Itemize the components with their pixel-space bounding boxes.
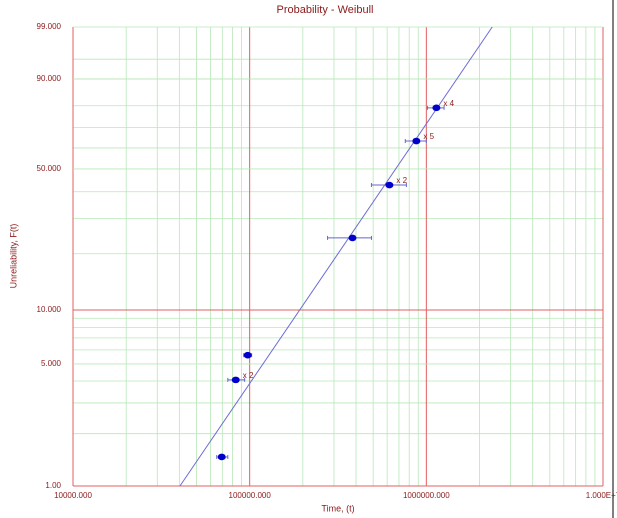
- x-tick-label: 1000000.000: [403, 491, 450, 500]
- y-axis-label: Unreliability, F(t): [8, 224, 18, 289]
- point: [432, 104, 441, 112]
- fit-line: [179, 26, 493, 487]
- x-tick-label: 100000.000: [229, 491, 272, 500]
- y-tick-label: 90.000: [37, 74, 62, 83]
- point: [231, 376, 240, 384]
- chart-title: Probability - Weibull: [276, 4, 373, 16]
- y-tick-label: 10.000: [37, 305, 62, 314]
- y-tick-label: 99.000: [37, 22, 62, 31]
- x-axis-label: Time, (t): [321, 503, 354, 513]
- y-tick-label: 5.000: [41, 359, 62, 368]
- point-label: x 2: [396, 176, 407, 185]
- y-tick-label: 50.000: [37, 164, 62, 173]
- x-tick-label: 1.000E+7: [586, 491, 617, 500]
- point: [385, 181, 394, 189]
- x-tick-label: 10000.000: [54, 491, 92, 500]
- point: [243, 351, 252, 359]
- point-label: x 5: [423, 132, 434, 141]
- point-label: x 4: [443, 99, 454, 108]
- point: [217, 453, 226, 461]
- point-label: x 2: [243, 371, 254, 380]
- y-tick-label: 1.00: [45, 481, 61, 490]
- point: [412, 137, 421, 145]
- point: [348, 234, 357, 242]
